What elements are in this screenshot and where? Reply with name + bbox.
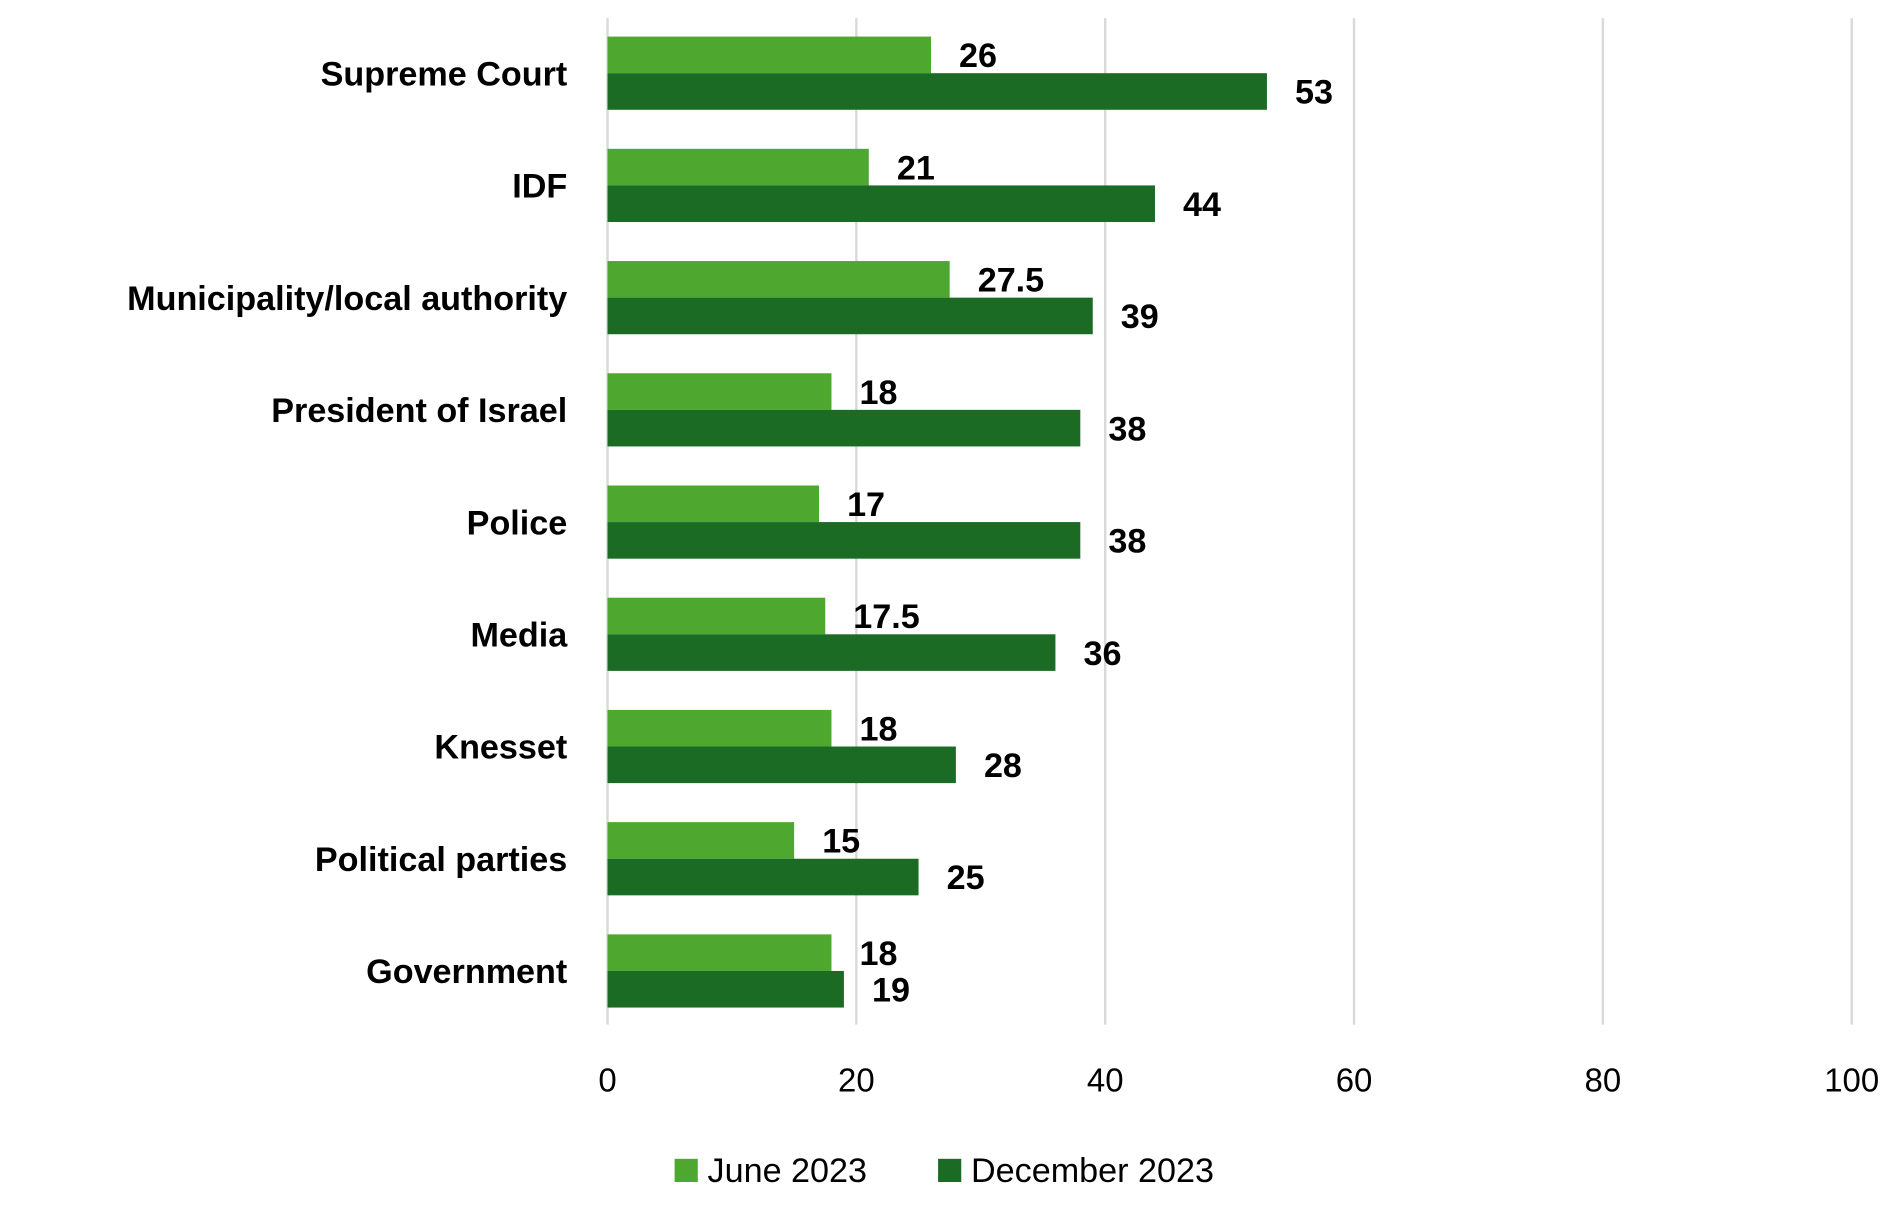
data-label: 18 <box>860 374 898 412</box>
data-label: 27.5 <box>978 262 1044 300</box>
bar-june-2023 <box>607 373 832 410</box>
category-label: Municipality/local authority <box>127 280 567 318</box>
bar-december-2023 <box>607 73 1267 110</box>
bar-december-2023 <box>607 409 1081 447</box>
data-label: 38 <box>1108 410 1146 448</box>
x-tick-label: 80 <box>1585 1062 1622 1099</box>
category-label: Government <box>366 953 567 991</box>
bar-december-2023 <box>607 634 1056 671</box>
legend-swatch-december <box>938 1158 962 1182</box>
data-label: 15 <box>822 823 860 861</box>
x-tick-label: 0 <box>598 1062 616 1099</box>
bar-june-2023 <box>607 597 826 635</box>
category-label: Police <box>467 504 568 542</box>
x-tick-label: 40 <box>1087 1062 1124 1099</box>
data-label: 17.5 <box>853 598 919 636</box>
data-label: 18 <box>860 710 898 748</box>
x-tick-labels: 0 20 40 60 80 100 <box>598 1062 1879 1099</box>
legend: June 2023 December 2023 <box>674 1152 1214 1190</box>
data-label: 53 <box>1295 74 1333 112</box>
data-label: 39 <box>1121 298 1159 336</box>
category-label: Political parties <box>315 841 567 879</box>
x-tick-label: 60 <box>1336 1062 1373 1099</box>
x-tick-label: 20 <box>838 1062 875 1099</box>
data-label: 25 <box>947 859 985 897</box>
data-label: 18 <box>860 935 898 973</box>
bars <box>607 36 1267 1008</box>
legend-label-june: June 2023 <box>708 1152 867 1190</box>
category-label: Media <box>470 616 568 654</box>
data-label: 44 <box>1183 186 1221 224</box>
bar-december-2023 <box>607 522 1081 559</box>
category-label: Knesset <box>434 729 567 767</box>
category-labels: Supreme Court IDF Municipality/local autho… <box>127 55 568 991</box>
category-label: President of Israel <box>271 392 567 430</box>
category-label: Supreme Court <box>321 55 568 93</box>
bar-june-2023 <box>607 148 869 186</box>
data-label: 28 <box>984 747 1022 785</box>
data-label: 21 <box>897 149 935 187</box>
bar-june-2023 <box>607 934 832 971</box>
legend-label-december: December 2023 <box>971 1152 1214 1190</box>
bar-june-2023 <box>607 261 950 298</box>
bar-december-2023 <box>607 297 1093 335</box>
bar-december-2023 <box>607 746 956 784</box>
data-label: 17 <box>847 486 885 524</box>
bar-june-2023 <box>607 822 795 859</box>
legend-swatch-june <box>674 1158 698 1182</box>
data-label: 36 <box>1083 635 1121 673</box>
bar-december-2023 <box>607 858 919 896</box>
bar-june-2023 <box>607 485 820 523</box>
x-tick-label: 100 <box>1824 1062 1879 1099</box>
bar-december-2023 <box>607 970 844 1008</box>
bar-june-2023 <box>607 36 932 74</box>
category-label: IDF <box>512 168 567 206</box>
data-label: 19 <box>872 971 910 1009</box>
bar-december-2023 <box>607 185 1155 223</box>
data-label: 38 <box>1108 523 1146 561</box>
bar-june-2023 <box>607 709 832 747</box>
data-label: 26 <box>959 37 997 75</box>
